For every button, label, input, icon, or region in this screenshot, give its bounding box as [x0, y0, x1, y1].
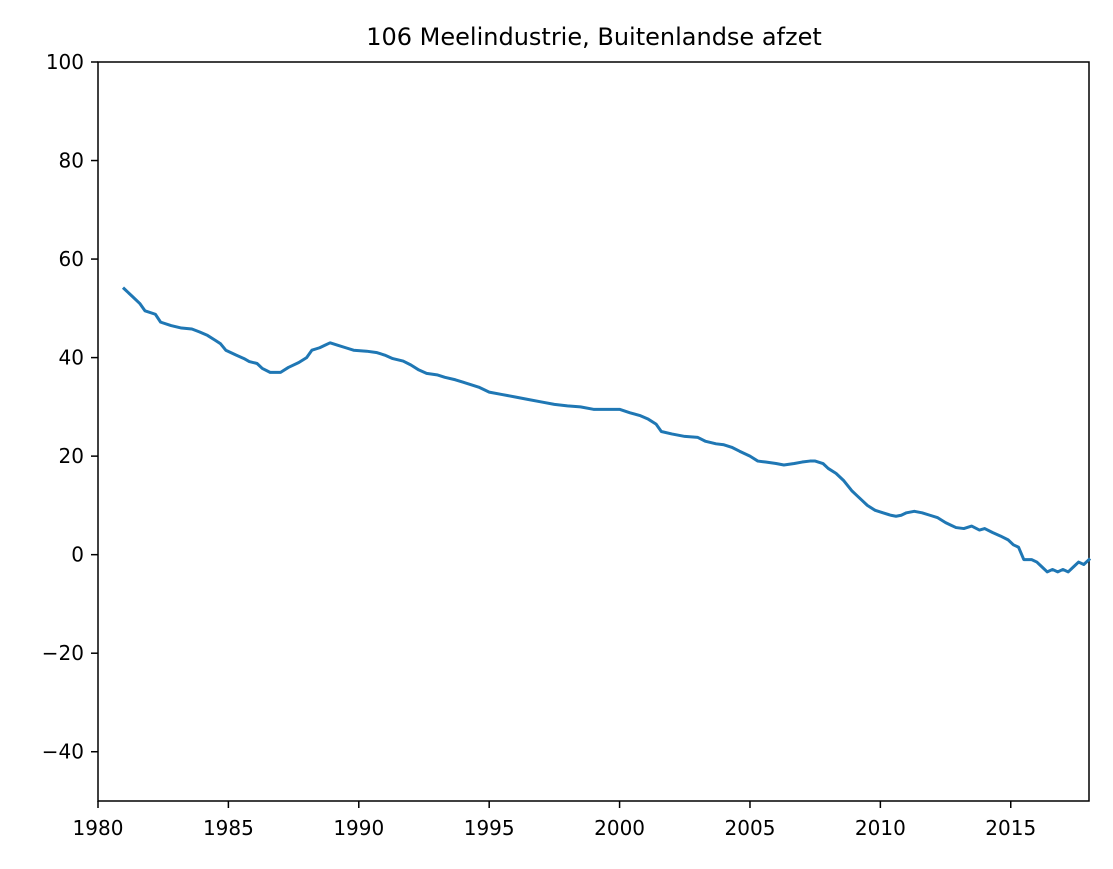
chart-title: 106 Meelindustrie, Buitenlandse afzet — [366, 23, 822, 51]
x-tick-label-2000: 2000 — [594, 816, 645, 840]
y-tick-label-1: −20 — [42, 641, 84, 665]
series-layer — [121, 286, 1092, 574]
x-tick-label-1995: 1995 — [464, 816, 515, 840]
x-tick-label-1980: 1980 — [73, 816, 124, 840]
x-tick-label-1990: 1990 — [333, 816, 384, 840]
y-tick-label-5: 60 — [59, 247, 84, 271]
series-line-1 — [121, 286, 1092, 574]
plot-area — [97, 61, 1090, 802]
y-tick-label-3: 20 — [59, 444, 84, 468]
x-tick-label-2005: 2005 — [725, 816, 776, 840]
y-tick-label-6: 80 — [59, 149, 84, 173]
x-tick-label-2015: 2015 — [985, 816, 1036, 840]
y-tick-label-0: −40 — [42, 740, 84, 764]
y-axis: −40 −20 0 20 40 60 80 100 — [42, 50, 98, 764]
y-tick-label-4: 40 — [59, 346, 84, 370]
y-tick-label-2: 0 — [71, 543, 84, 567]
plot-frame — [97, 61, 1090, 802]
x-axis: 1980 1985 1990 1995 2000 2005 2010 2015 — [73, 801, 1036, 840]
x-tick-label-2010: 2010 — [855, 816, 906, 840]
y-tick-label-7: 100 — [46, 50, 84, 74]
x-tick-label-1985: 1985 — [203, 816, 254, 840]
